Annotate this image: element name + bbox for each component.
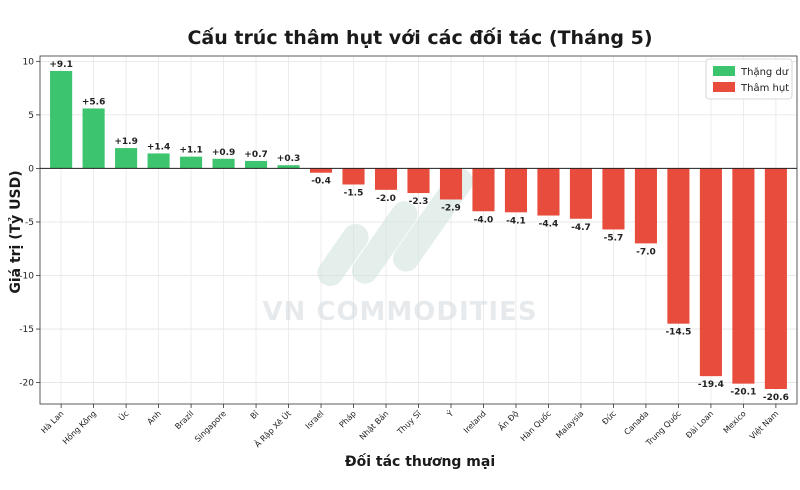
data-label-7: +0.3 [277, 154, 300, 164]
x-tick-label-22: Việt Nam [747, 408, 780, 441]
bar-10 [374, 168, 398, 190]
x-tick-label-5: Singapore [193, 409, 228, 444]
x-tick-label-21: Mexico [722, 409, 748, 435]
y-tick-label: 10 [23, 57, 35, 67]
watermark-text: VN COMMODITIES [262, 297, 537, 327]
legend: Thặng dư Thâm hụt [705, 58, 793, 100]
data-label-2: +1.9 [114, 137, 137, 147]
x-tick-label-16: Malaysia [554, 409, 585, 440]
bar-18 [634, 168, 657, 244]
x-tick-label-0: Hà Lan [39, 409, 65, 435]
bar-12 [439, 168, 463, 200]
x-tick-label-17: Đức [600, 409, 617, 426]
x-tick-label-1: Hồng Kông [60, 408, 98, 446]
x-tick-label-18: Canada [622, 409, 650, 437]
data-label-14: -4.1 [506, 216, 526, 226]
bar-14 [504, 168, 528, 213]
bar-11 [407, 168, 430, 194]
bar-4 [180, 156, 203, 169]
bar-15 [537, 168, 560, 216]
x-axis-label: Đối tác thương mại [345, 453, 495, 470]
y-tick-label: -10 [19, 272, 34, 282]
bar-2 [115, 148, 138, 169]
bar-9 [342, 168, 365, 185]
legend-label-surplus: Thặng dư [740, 67, 789, 78]
legend-label-deficit: Thâm hụt [740, 82, 789, 94]
bar-20 [699, 168, 722, 377]
x-tick-label-4: Brazil [173, 409, 195, 431]
bar-21 [732, 168, 755, 384]
bar-3 [147, 153, 170, 169]
x-tick-label-8: Israel [304, 409, 326, 431]
bar-1 [82, 108, 105, 169]
data-label-19: -14.5 [665, 328, 691, 338]
y-tick-label: 0 [28, 164, 34, 174]
bar-7 [277, 165, 300, 169]
bar-0 [50, 70, 73, 169]
data-label-17: -5.7 [604, 233, 624, 243]
data-label-4: +1.1 [179, 146, 202, 156]
y-tick-label: -15 [19, 325, 34, 335]
data-labels: +9.1 +5.6 +1.9 +1.4 +1.1 +0.9 +0.7 +0.3 -0.4 -1.5… [49, 60, 788, 403]
y-ticks: 10 5 0 -5 -10 -15 -20 [19, 57, 40, 389]
data-label-15: -4.4 [539, 220, 559, 230]
x-tick-label-15: Hàn Quốc [518, 408, 553, 443]
x-tick-label-6: Bỉ [248, 408, 261, 421]
data-label-11: -2.3 [409, 197, 429, 207]
data-label-16: -4.7 [571, 223, 591, 233]
watermark: VN COMMODITIES [262, 168, 537, 327]
x-tick-label-13: Ireland [462, 409, 488, 435]
x-tick-label-3: Anh [146, 409, 163, 426]
x-tick-label-20: Đài Loan [684, 409, 715, 440]
data-label-21: -20.1 [730, 388, 756, 398]
data-label-22: -20.6 [763, 393, 789, 403]
bar-13 [472, 168, 495, 212]
data-label-12: -2.9 [441, 203, 461, 213]
bar-6 [245, 160, 268, 169]
x-tick-label-10: Nhật Bản [357, 408, 391, 442]
bar-22 [764, 168, 787, 390]
y-axis-label: Giá trị (Tỷ USD) [8, 170, 24, 293]
x-tick-label-12: Ý [443, 408, 455, 420]
bars [50, 70, 787, 390]
y-tick-label: 5 [28, 111, 34, 121]
y-tick-label: -20 [19, 379, 34, 389]
bar-17 [602, 168, 625, 230]
legend-swatch-deficit [713, 82, 735, 92]
watermark-logo-stroke-1 [317, 223, 369, 287]
chart-title: Cấu trúc thâm hụt với các đối tác (Tháng… [187, 26, 652, 49]
bar-16 [569, 168, 592, 219]
x-tick-label-9: Pháp [338, 409, 358, 429]
data-label-20: -19.4 [698, 380, 724, 390]
plot-frame [39, 55, 798, 405]
data-label-6: +0.7 [244, 150, 267, 160]
legend-swatch-surplus [713, 66, 735, 76]
data-label-1: +5.6 [82, 97, 105, 107]
bar-19 [667, 168, 690, 324]
data-label-3: +1.4 [147, 142, 170, 152]
x-tick-label-11: Thụy Sĩ [395, 409, 424, 438]
x-tick-label-14: Ấn Độ [496, 408, 521, 433]
data-label-13: -4.0 [474, 215, 494, 225]
data-label-9: -1.5 [344, 188, 364, 198]
data-label-18: -7.0 [636, 247, 656, 257]
bar-5 [212, 158, 235, 169]
x-tick-label-2: Úc [115, 408, 130, 423]
data-label-5: +0.9 [212, 148, 235, 158]
watermark-logo-stroke-2 [351, 201, 418, 284]
bar-8 [309, 168, 333, 173]
y-tick-label: -5 [25, 218, 34, 228]
data-label-8: -0.4 [311, 177, 331, 187]
data-label-10: -2.0 [376, 194, 396, 204]
data-label-0: +9.1 [49, 60, 72, 70]
